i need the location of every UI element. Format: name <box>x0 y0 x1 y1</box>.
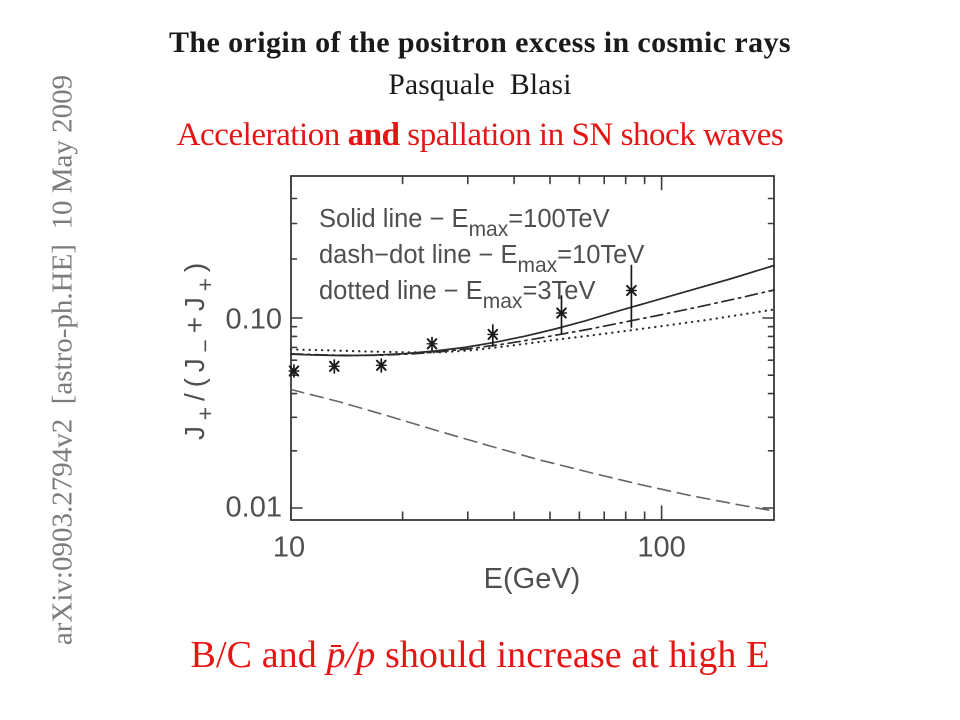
svg-text:10: 10 <box>273 532 305 564</box>
svg-text:0.01: 0.01 <box>226 492 282 524</box>
svg-text:100: 100 <box>637 532 685 564</box>
svg-text:E(GeV): E(GeV) <box>484 563 581 595</box>
svg-text:J+/(J−+J+): J+/(J−+J+) <box>179 257 218 440</box>
svg-text:dash−dot line − Emax=10TeV: dash−dot line − Emax=10TeV <box>319 241 644 277</box>
svg-text:dotted line − Emax=3TeV: dotted line − Emax=3TeV <box>319 277 595 313</box>
svg-text:Solid line − Emax=100TeV: Solid line − Emax=100TeV <box>319 205 610 241</box>
svg-text:0.10: 0.10 <box>226 304 282 336</box>
